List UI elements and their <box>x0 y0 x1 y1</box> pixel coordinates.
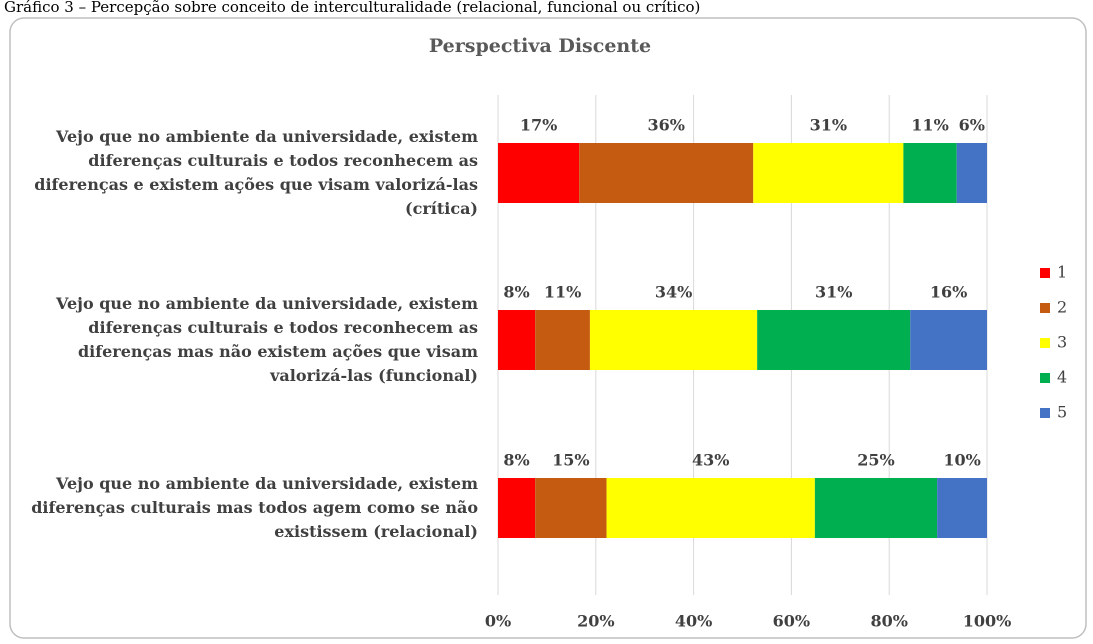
data-label: 10% <box>943 451 980 470</box>
category-label: Vejo que no ambiente da universidade, ex… <box>56 294 478 385</box>
x-tick-label: 100% <box>963 612 1012 631</box>
legend-swatch <box>1040 268 1050 278</box>
data-label: 6% <box>959 116 985 135</box>
data-label: 34% <box>655 283 692 302</box>
x-tick-label: 20% <box>577 612 614 631</box>
data-label: 11% <box>911 116 948 135</box>
data-label: 36% <box>647 116 684 135</box>
caption: Gráfico 3 – Percepção sobre conceito de … <box>4 0 700 16</box>
bar-segment <box>498 310 536 370</box>
category-label: Vejo que no ambiente da universidade, ex… <box>34 127 478 218</box>
data-label: 17% <box>520 116 557 135</box>
data-label: 8% <box>503 283 529 302</box>
bar-segment <box>814 478 938 538</box>
bar-segment <box>757 310 911 370</box>
x-tick-label: 0% <box>485 612 511 631</box>
bar-segment <box>579 143 754 203</box>
data-label: 31% <box>815 283 852 302</box>
bar-segment <box>753 143 904 203</box>
bar-segment <box>937 478 987 538</box>
bar-segment <box>498 478 536 538</box>
legend-swatch <box>1040 338 1050 348</box>
data-label: 15% <box>552 451 589 470</box>
bar-segment <box>903 143 957 203</box>
data-label: 16% <box>930 283 967 302</box>
legend-label: 3 <box>1057 333 1067 352</box>
x-tick-label: 40% <box>675 612 712 631</box>
bar-segment <box>498 143 580 203</box>
legend-swatch <box>1040 408 1050 418</box>
bar-segment <box>956 143 987 203</box>
data-label: 25% <box>857 451 894 470</box>
legend-label: 1 <box>1057 263 1067 282</box>
data-label: 11% <box>544 283 581 302</box>
bar-segment <box>535 478 607 538</box>
data-label: 43% <box>692 451 729 470</box>
legend-label: 4 <box>1057 368 1067 387</box>
bar-segment <box>606 478 815 538</box>
x-tick-label: 80% <box>870 612 907 631</box>
legend-swatch <box>1040 373 1050 383</box>
chart-title: Perspectiva Discente <box>429 35 651 57</box>
bar-segment <box>589 310 758 370</box>
x-tick-label: 60% <box>773 612 810 631</box>
legend-label: 5 <box>1057 403 1067 422</box>
bar-segment <box>535 310 590 370</box>
legend-swatch <box>1040 303 1050 313</box>
data-label: 8% <box>503 451 529 470</box>
bar-segment <box>910 310 987 370</box>
data-label: 31% <box>810 116 847 135</box>
legend-label: 2 <box>1057 298 1067 317</box>
category-label: Vejo que no ambiente da universidade, ex… <box>31 474 478 541</box>
